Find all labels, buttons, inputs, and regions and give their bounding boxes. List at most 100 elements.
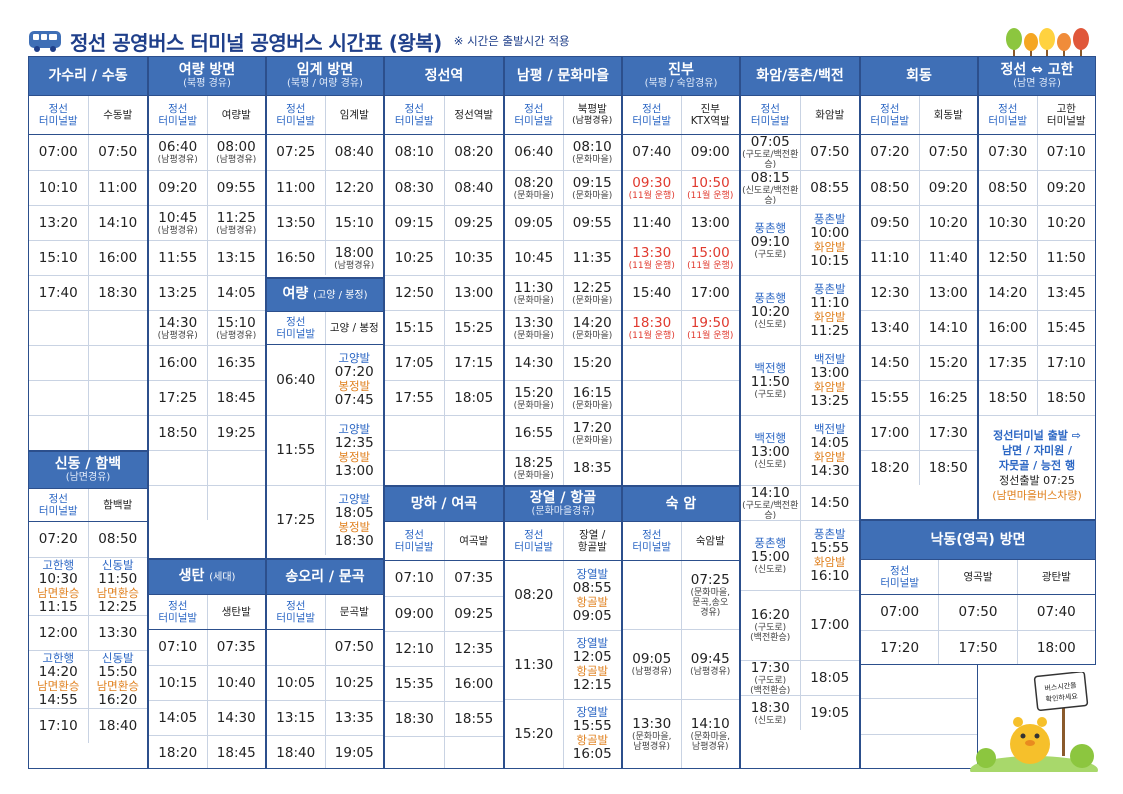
col-label: 여량발: [221, 109, 251, 121]
panel-header: 여량 (고양 / 봉정): [267, 279, 383, 311]
note: (문화마을): [513, 190, 554, 201]
table-row: 10:15 10:40: [149, 665, 265, 700]
time: 07:25: [690, 571, 730, 588]
table-row: 15:40 17:00: [623, 275, 739, 310]
time: 13:00: [334, 462, 374, 479]
time-cell: 08:50: [87, 522, 148, 557]
col-label: 터미널발: [514, 541, 554, 553]
time-cell: 08:40: [443, 171, 504, 205]
table-row: 07:50: [267, 630, 383, 665]
note: (남평경유): [216, 330, 257, 341]
note: (남평경유): [216, 225, 257, 236]
time-cell: 17:10: [29, 709, 88, 743]
table-row: 13:15 13:35: [267, 700, 383, 735]
title-bar: 정선 공영버스 터미널 공영버스 시간표 (왕복) ※ 시간은 출발시간 적용: [28, 24, 570, 58]
time-cell: 09:05 (남평경유): [623, 630, 681, 699]
table-row: 17:30 (구도로) (백전환승) 18:05: [741, 660, 860, 696]
time-cell: 09:15 (문화마을): [562, 171, 622, 205]
col-label: 생탄발: [221, 606, 251, 618]
col-label: 터미널발: [394, 115, 434, 127]
time: 06:40: [158, 139, 198, 155]
time: 13:00: [750, 443, 790, 460]
time-cell: 07:10: [1036, 135, 1096, 170]
time-cell: 14:30 (남평경유): [149, 311, 207, 345]
time-cell: 15:25: [443, 311, 504, 345]
time: 08:10: [572, 139, 612, 155]
time-cell: 13:00: [443, 276, 504, 310]
table-row: 고한행 14:20 남면환승 14:55 신동발 15:50 남면환승 16:20: [29, 650, 147, 708]
table-row: 18:50 19:25: [149, 415, 265, 450]
time: 08:40: [334, 144, 374, 160]
col-label: (남평경유): [572, 116, 613, 126]
table-row: 07:25 (문화마을, 문곡,송오 경유): [623, 561, 739, 629]
time: 18:45: [216, 389, 256, 406]
panel-header: 생탄 (세대): [149, 560, 265, 594]
col-label: 화암발: [815, 109, 845, 121]
panel-header: 임계 방면 (북평 / 여량 경유): [267, 57, 383, 95]
time: 11:10: [810, 294, 850, 311]
panel-header: 망하 / 여곡: [385, 487, 503, 521]
table-row: 08:30 08:40: [385, 170, 503, 205]
time-cell: 09:15: [394, 214, 434, 231]
column-header-row: 정선 터미널발 여량발: [149, 95, 265, 135]
column-header-row: 정선 터미널발 고한 터미널발: [979, 95, 1095, 135]
route-sub: (문화마을경유): [531, 506, 595, 517]
time-cell: 07:20: [29, 522, 88, 557]
table-row: 16:50 18:00 (남평경유): [267, 240, 383, 275]
time-cell: 08:55: [799, 171, 860, 205]
time-cell: 16:00: [443, 667, 504, 701]
table-row: 17:25 18:45: [149, 380, 265, 415]
time: 07:40: [632, 144, 672, 160]
time-cell: 18:30: [394, 710, 434, 727]
table-row: [623, 380, 739, 415]
note-line: 정선터미널 출발 ⇨: [993, 429, 1081, 442]
time-cell: 14:20: [988, 284, 1028, 301]
note: (백전환승): [750, 633, 791, 643]
time-cell: [680, 346, 740, 380]
time-cell: 18:05: [799, 661, 860, 695]
table-row: 백전행 11:50 (구도로) 백전발 13:00 화암발 13:25: [741, 345, 859, 415]
table-row: 12:50 13:00: [385, 275, 503, 310]
time-cell: 17:55: [394, 389, 434, 406]
time-cell: [149, 486, 207, 520]
route-sub: (남면 경유): [1013, 78, 1061, 89]
table-row: 풍촌행 15:00 (신도로) 풍촌발 15:55 화암발 16:10: [741, 520, 859, 590]
time: 09:05: [632, 651, 672, 667]
time: 09:05: [572, 607, 612, 624]
route-sub: (북평 / 숙암경유): [644, 78, 718, 89]
col-label: 터미널발: [276, 328, 316, 340]
time-cell: 15:20: [514, 725, 554, 742]
col-label: 문곡발: [339, 606, 369, 618]
time-cell: 07:50: [918, 135, 978, 170]
note: (문화마을): [572, 295, 613, 306]
time-cell: 18:05: [443, 381, 504, 415]
time-cell: 19:50 (11월 운행): [680, 311, 740, 345]
time-cell: 07:25: [267, 135, 325, 170]
note: (남평경유): [157, 330, 198, 341]
col-label: 정선: [286, 316, 306, 328]
time-cell: [385, 416, 444, 450]
time-cell: 11:10: [870, 249, 910, 266]
time-cell: 17:00: [680, 276, 740, 310]
time-cell: 12:00: [29, 616, 88, 650]
time-cell: 09:30 (11월 운행): [623, 171, 681, 205]
note: (구도로): [754, 623, 787, 633]
time-cell: 17:20 (문화마을): [562, 416, 622, 450]
note: 장열발: [576, 566, 609, 581]
route-sub: (북평 경유): [183, 78, 231, 89]
time: 08:55: [572, 579, 612, 596]
time-cell: 18:00 (남평경유): [324, 241, 384, 275]
time: 14:10: [750, 484, 790, 501]
panel-sugam: 숙 암 정선 터미널발 숙암발 07:25 (문화마을, 문곡,송오 경유) 09:05(…: [622, 486, 740, 769]
time: 09:00: [690, 144, 730, 160]
note: 화암발: [813, 449, 846, 464]
time-cell: [87, 381, 148, 415]
note: 남평경유): [633, 741, 671, 752]
column-header-row: 정선 터미널발 수동발: [29, 95, 147, 135]
table-row: 17:00 17:30: [861, 415, 977, 450]
time-cell: 08:20: [514, 587, 554, 603]
time-cell: 18:40: [276, 744, 316, 761]
time: 16:10: [810, 567, 850, 584]
note: 봉정발: [338, 519, 371, 534]
note: 남면환승: [37, 585, 80, 600]
